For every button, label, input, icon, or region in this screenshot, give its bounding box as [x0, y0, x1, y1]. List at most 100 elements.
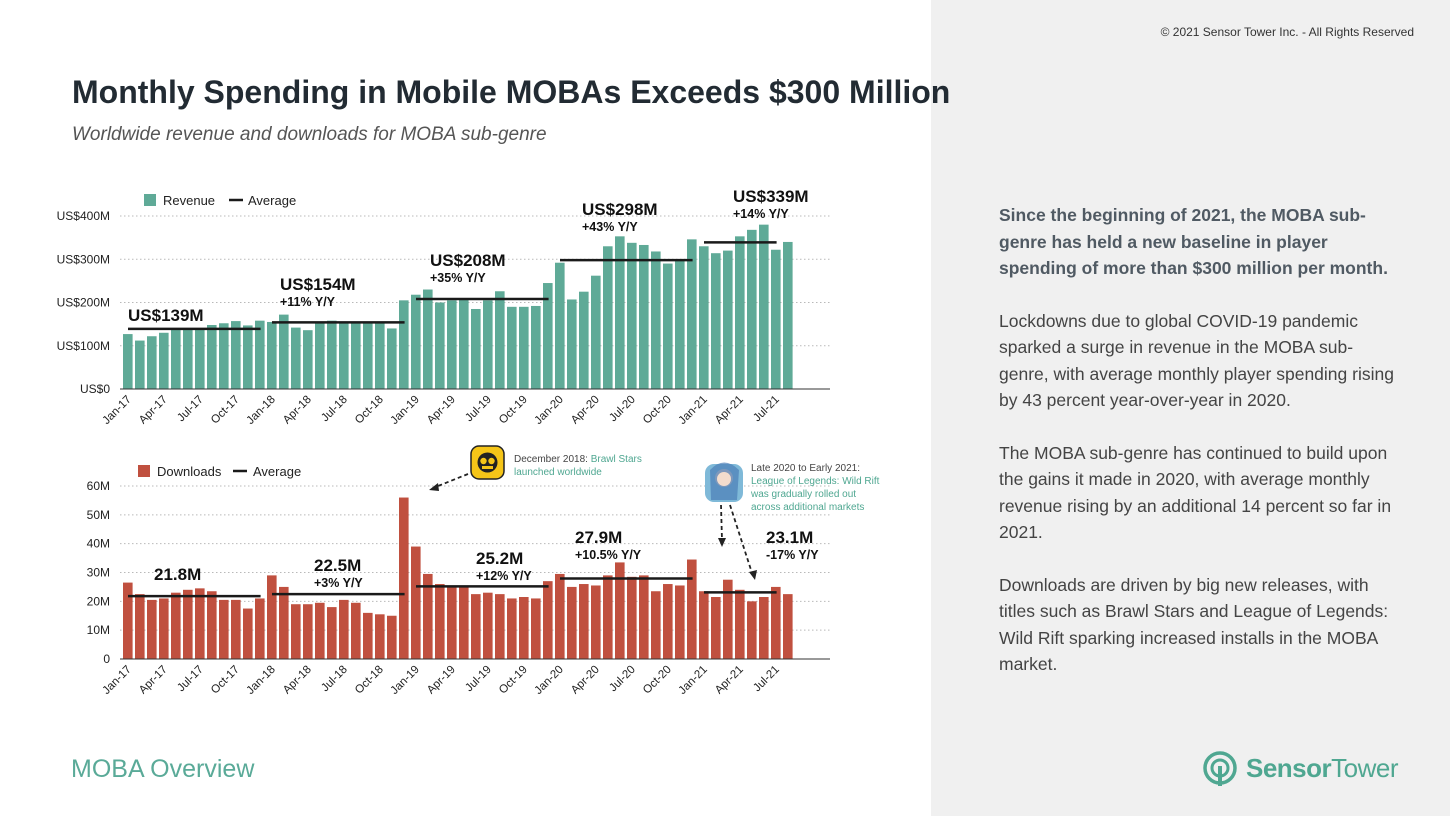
x-tick-label: Jan-19 — [389, 394, 422, 427]
x-tick-label: Jul-19 — [463, 394, 494, 425]
bar-Apr-18 — [303, 604, 313, 659]
bar-Jan-17 — [123, 334, 133, 389]
bar-Feb-20 — [567, 586, 577, 659]
brawl-stars-icon — [470, 445, 505, 480]
bar-Dec-19 — [543, 283, 553, 389]
x-tick-label: Jul-20 — [607, 664, 638, 695]
sidebar-paragraph: Since the beginning of 2021, the MOBA su… — [999, 205, 1388, 278]
bar-Jun-20 — [615, 562, 625, 659]
x-tick-label: Jan-17 — [101, 394, 134, 427]
bar-Sep-20 — [651, 591, 661, 659]
average-value-label: 25.2M — [476, 549, 523, 568]
bar-Jun-17 — [183, 589, 193, 659]
annotation-wild-rift-arrow-2 — [729, 504, 753, 574]
bar-May-21 — [747, 229, 757, 389]
bar-Jul-21 — [771, 249, 781, 389]
bar-Mar-19 — [435, 584, 445, 659]
y-tick-label: US$0 — [80, 382, 110, 396]
bar-Feb-17 — [135, 340, 145, 389]
bar-Nov-19 — [531, 598, 541, 659]
page-subtitle: Worldwide revenue and downloads for MOBA… — [72, 124, 547, 145]
bar-Oct-17 — [231, 599, 241, 659]
x-tick-label: Jul-17 — [175, 664, 206, 695]
bar-Mar-17 — [147, 599, 157, 659]
bar-Dec-19 — [543, 581, 553, 659]
bar-Jun-17 — [183, 328, 193, 389]
x-tick-label: Apr-20 — [569, 394, 602, 427]
bar-Jul-19 — [483, 592, 493, 659]
bar-Mar-18 — [291, 604, 301, 659]
x-tick-label: Jul-19 — [463, 664, 494, 695]
bar-Jul-17 — [195, 328, 205, 389]
x-tick-label: Apr-19 — [425, 394, 458, 427]
y-tick-label: 60M — [87, 479, 110, 493]
bar-Mar-20 — [579, 584, 589, 659]
average-value-label: US$154M — [280, 275, 356, 294]
bar-Jun-18 — [327, 320, 337, 389]
bar-Oct-19 — [519, 306, 529, 389]
bar-Mar-19 — [435, 302, 445, 389]
sidebar-paragraph: The MOBA sub-genre has continued to buil… — [999, 442, 1392, 543]
y-tick-label: 20M — [87, 594, 110, 608]
bar-Apr-21 — [735, 236, 745, 389]
yoy-change-label: +43% Y/Y — [582, 220, 638, 234]
bar-Mar-20 — [579, 291, 589, 389]
x-tick-label: Jul-21 — [751, 394, 782, 425]
bar-Jun-19 — [471, 308, 481, 389]
annotation-brawl-stars-text-line2: launched worldwide — [514, 467, 602, 478]
charts-canvas: Revenue Average US$0 US$100M US$200M US$300… — [57, 187, 880, 697]
bar-Jul-18 — [339, 599, 349, 659]
bar-Jul-18 — [339, 322, 349, 389]
bar-Nov-20 — [675, 259, 685, 389]
yoy-change-label: +14% Y/Y — [733, 207, 789, 221]
yoy-change-label: +12% Y/Y — [476, 569, 532, 583]
annotation-wild-rift: Late 2020 to Early 2021: League of Legen… — [705, 462, 880, 580]
bar-Jan-20 — [555, 262, 565, 389]
average-value-label: US$339M — [733, 187, 809, 206]
bar-Feb-20 — [567, 299, 577, 389]
x-tick-label: Oct-18 — [353, 664, 386, 697]
x-tick-label: Jan-20 — [533, 664, 566, 697]
bar-Jun-20 — [615, 236, 625, 389]
x-tick-label: Oct-17 — [209, 664, 242, 697]
bar-Apr-21 — [735, 589, 745, 659]
yoy-change-label: -17% Y/Y — [766, 548, 819, 562]
bar-Aug-17 — [207, 591, 217, 659]
y-tick-label: 40M — [87, 537, 110, 551]
x-tick-label: Jul-18 — [319, 394, 350, 425]
bar-May-17 — [171, 328, 181, 389]
yoy-change-label: +11% Y/Y — [280, 295, 336, 309]
bar-Sep-17 — [219, 599, 229, 659]
annotation-brawl-stars-arrow — [432, 473, 469, 489]
annotation-brawl-stars-text: December 2018: Brawl Stars — [514, 454, 642, 465]
downloads-legend-swatch — [138, 465, 150, 477]
x-tick-label: Apr-17 — [137, 394, 170, 427]
downloads-chart: Downloads Average 0 10M 20M 30M 40M 50M 60M 21… — [87, 445, 880, 697]
x-tick-label: Oct-19 — [497, 394, 530, 427]
average-value-label: 23.1M — [766, 528, 813, 547]
x-tick-label: Apr-21 — [713, 664, 746, 697]
x-tick-label: Apr-18 — [281, 664, 314, 697]
sensor-tower-logo-icon — [1203, 751, 1237, 786]
bar-Nov-18 — [387, 615, 397, 659]
bar-Jul-20 — [627, 242, 637, 389]
bar-Nov-19 — [531, 305, 541, 389]
bar-Aug-19 — [495, 291, 505, 389]
bar-May-20 — [603, 246, 613, 389]
x-tick-label: Apr-17 — [137, 664, 170, 697]
bar-Sep-18 — [363, 612, 373, 659]
bar-Sep-18 — [363, 322, 373, 389]
bar-Jan-21 — [699, 591, 709, 659]
bar-Oct-18 — [375, 614, 385, 659]
x-tick-label: Apr-18 — [281, 394, 314, 427]
bar-Aug-17 — [207, 324, 217, 389]
bar-Sep-19 — [507, 306, 517, 389]
yoy-change-label: +3% Y/Y — [314, 576, 363, 590]
x-tick-label: Jan-19 — [389, 664, 422, 697]
bar-Dec-20 — [687, 239, 697, 389]
bar-Nov-18 — [387, 328, 397, 389]
x-tick-label: Oct-17 — [209, 394, 242, 427]
bar-Feb-18 — [279, 314, 289, 389]
y-tick-label: US$300M — [57, 252, 110, 266]
annotation-wild-rift-line1: Late 2020 to Early 2021: — [751, 463, 860, 474]
